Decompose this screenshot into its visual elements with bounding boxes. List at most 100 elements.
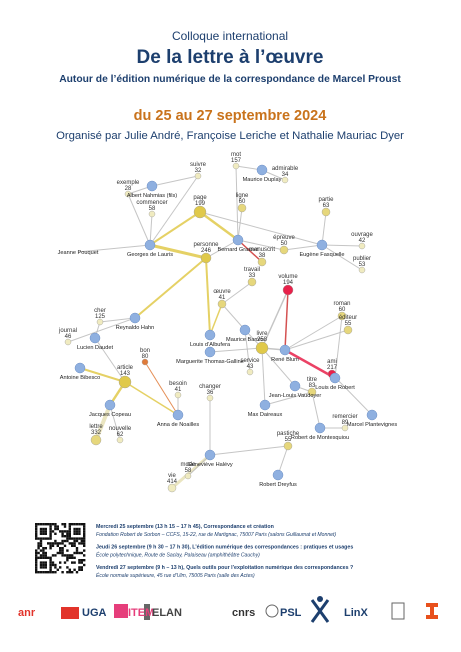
qr-cell (68, 523, 71, 526)
word-dot (200, 252, 212, 264)
qr-cell (73, 556, 76, 559)
qr-cell (49, 544, 52, 547)
qr-cell (78, 566, 81, 569)
person-name: Geneviève Halévy (187, 462, 233, 468)
qr-cell (49, 537, 52, 540)
qr-cell (75, 530, 79, 533)
qr-cell (51, 544, 55, 547)
person-dot (129, 312, 141, 324)
word-dot (358, 242, 366, 250)
qr-cell (75, 551, 79, 555)
qr-cell (35, 530, 38, 533)
person-node: Georges de Lauris (127, 239, 173, 258)
qr-cell (39, 554, 43, 557)
qr-cell (66, 532, 69, 535)
qr-cell (44, 561, 47, 564)
qr-cell (35, 551, 38, 555)
qr-cell (35, 571, 38, 574)
logo-shape (310, 599, 330, 623)
edge (261, 347, 296, 387)
qr-cell (61, 542, 64, 545)
qr-cell (47, 542, 50, 545)
qr-cell (35, 525, 38, 528)
logo-shape (144, 604, 150, 620)
word-label: nouvelle (109, 426, 132, 432)
word-label: mode (180, 462, 196, 468)
word-label: publier (353, 256, 371, 262)
event-type: Colloque international (172, 29, 288, 43)
word-dot (246, 368, 254, 376)
qr-cell (37, 551, 40, 555)
person-node: René Blum (271, 344, 299, 363)
word-label: page (193, 195, 207, 201)
edge (205, 257, 211, 336)
word-dot (148, 210, 156, 218)
edge (221, 303, 246, 331)
qr-cell (61, 532, 64, 535)
qr-cell (63, 561, 67, 564)
edge (109, 404, 121, 441)
word-label: épreuve (273, 235, 295, 241)
qr-cell (51, 523, 55, 526)
qr-cell (78, 530, 81, 533)
word-dot (247, 277, 257, 287)
qr-cell (66, 535, 69, 538)
edge (67, 317, 136, 343)
qr-cell (83, 563, 86, 567)
word-label: pastiche (277, 431, 300, 437)
word-count: 157 (231, 158, 242, 164)
qr-cell (75, 547, 79, 550)
word-dot (141, 358, 149, 366)
word-count: 63 (323, 203, 330, 209)
word-dot (343, 325, 353, 335)
word-count: 41 (175, 387, 182, 393)
qr-cell (35, 523, 38, 526)
edge (144, 361, 179, 416)
person-node: Jacques Copeau (89, 399, 131, 418)
qr-cell (42, 530, 45, 533)
qr-cell (54, 539, 57, 543)
word-count: 332 (91, 430, 102, 436)
word-count: 43 (247, 364, 254, 370)
qr-cell (44, 551, 47, 555)
word-count: 258 (257, 337, 268, 343)
person-name: Reynaldo Hahn (116, 325, 155, 331)
qr-cell (71, 561, 74, 564)
edge (221, 281, 253, 305)
person-dot (239, 324, 251, 336)
logo-shape (61, 607, 79, 619)
word-dot (193, 205, 207, 219)
qr-cell (49, 556, 52, 559)
person-node: Marguerite Thomas-Galline (176, 346, 244, 365)
qr-cell (73, 537, 76, 540)
word-dot (174, 391, 182, 399)
person-name: Jacques Copeau (89, 412, 131, 418)
person-node: Reynaldo Hahn (116, 312, 155, 331)
qr-cell (42, 556, 45, 559)
qr-cell (54, 566, 57, 569)
edge (149, 211, 201, 246)
qr-cell (61, 554, 64, 557)
word-label: volume (278, 274, 298, 280)
person-dot (104, 399, 116, 411)
qr-cell (75, 537, 79, 540)
qr-cell (47, 556, 50, 559)
word-dot (257, 257, 267, 267)
edge (149, 243, 207, 260)
qr-cell (35, 554, 38, 557)
qr-cell (80, 561, 83, 564)
word-label: besoin (169, 381, 187, 387)
logo-shape (391, 602, 405, 620)
qr-cell (49, 523, 52, 526)
